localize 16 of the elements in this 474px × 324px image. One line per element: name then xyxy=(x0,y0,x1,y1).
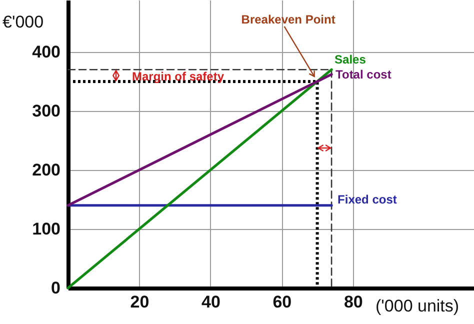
series-label: Sales xyxy=(334,52,366,67)
x-tick-label: 60 xyxy=(272,292,292,312)
x-tick-label: 20 xyxy=(130,292,150,312)
series-label: Fixed cost xyxy=(338,192,397,206)
y-tick-label: 400 xyxy=(32,42,60,62)
x-tick-label: 80 xyxy=(344,292,363,312)
x-axis-title: ('000 units) xyxy=(376,296,460,316)
x-tick-label: 40 xyxy=(201,292,220,312)
y-tick-label: 0 xyxy=(51,278,60,298)
annotation: Margin of safety xyxy=(132,70,224,84)
y-tick-label: 200 xyxy=(32,160,60,180)
y-tick-label: 300 xyxy=(32,101,60,120)
y-tick-label: 100 xyxy=(32,219,60,238)
y-axis-title: €'000 xyxy=(2,12,44,32)
series-label: Total cost xyxy=(336,67,392,82)
annotation: Breakeven Point xyxy=(241,12,336,26)
